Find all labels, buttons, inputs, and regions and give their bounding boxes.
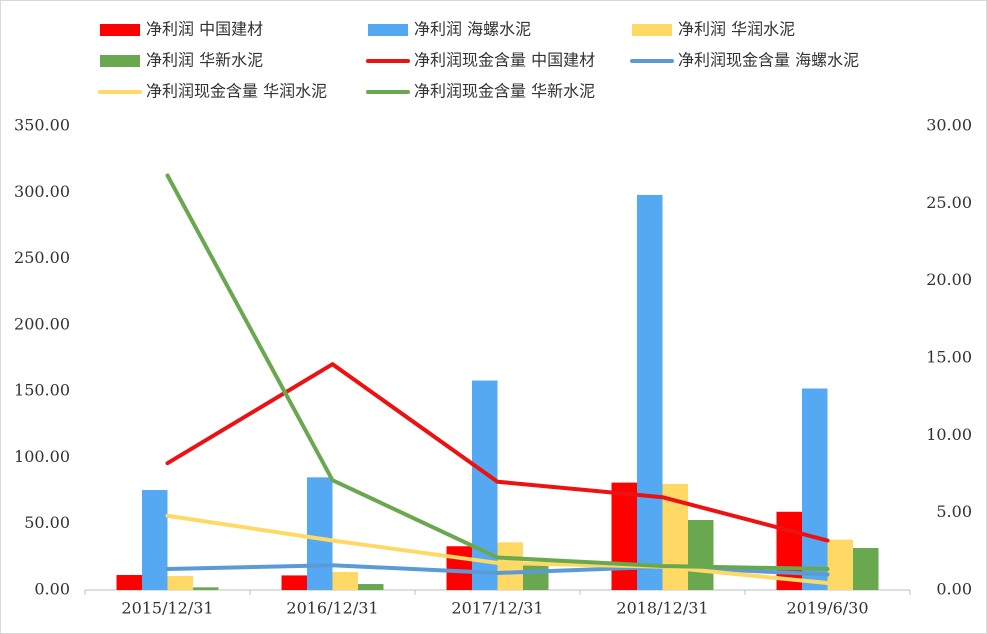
x-tick-label: 2015/12/31	[121, 599, 213, 618]
bar	[853, 547, 879, 590]
x-tick-label: 2018/12/31	[616, 599, 708, 618]
y2-tick-label: 20.00	[926, 270, 972, 289]
legend-label: 净利润现金含量 中国建材	[414, 51, 595, 70]
bar	[637, 194, 663, 591]
y2-tick-label: 30.00	[926, 116, 972, 135]
x-tick-label: 2019/6/30	[786, 599, 868, 618]
legend-swatch	[100, 24, 140, 36]
y-tick-label: 300.00	[14, 182, 70, 201]
y-tick-label: 50.00	[24, 513, 70, 532]
bar	[142, 490, 168, 590]
bar	[611, 482, 637, 590]
bar	[167, 576, 193, 590]
legend-label: 净利润现金含量 华新水泥	[414, 82, 595, 101]
bar	[281, 575, 307, 590]
bar	[688, 520, 714, 590]
legend-swatch	[368, 24, 408, 36]
x-tick-label: 2017/12/31	[451, 599, 543, 618]
y-tick-label: 150.00	[14, 381, 70, 400]
bar	[358, 584, 384, 590]
legend-label: 净利润 海螺水泥	[414, 20, 531, 39]
bar	[332, 571, 358, 590]
y2-tick-label: 15.00	[926, 348, 972, 367]
bar	[497, 542, 523, 590]
line	[165, 362, 830, 543]
legend-swatch	[632, 24, 672, 36]
legend-label: 净利润 中国建材	[146, 20, 263, 39]
y2-tick-label: 5.00	[936, 502, 972, 521]
y2-tick-label: 0.00	[936, 580, 972, 599]
y-tick-label: 0.00	[34, 580, 70, 599]
legend-label: 净利润现金含量 海螺水泥	[678, 51, 859, 70]
y-tick-label: 100.00	[14, 447, 70, 466]
x-tick-label: 2016/12/31	[286, 599, 378, 618]
y2-tick-label: 25.00	[926, 193, 972, 212]
legend-swatch	[100, 55, 140, 67]
bar	[802, 388, 828, 590]
bar	[193, 587, 219, 590]
y2-tick-label: 10.00	[926, 425, 972, 444]
legend-label: 净利润 华润水泥	[678, 20, 795, 39]
legend-label: 净利润现金含量 华润水泥	[146, 82, 327, 101]
bar	[523, 564, 549, 590]
bar	[827, 539, 853, 590]
bar	[446, 546, 472, 590]
y-tick-label: 250.00	[14, 248, 70, 267]
y-tick-label: 200.00	[14, 314, 70, 333]
y-tick-label: 350.00	[14, 116, 70, 135]
bar	[116, 575, 142, 590]
line	[165, 513, 830, 586]
line	[165, 563, 830, 577]
bar	[307, 477, 333, 590]
legend-label: 净利润 华新水泥	[146, 51, 263, 70]
line	[165, 173, 830, 571]
